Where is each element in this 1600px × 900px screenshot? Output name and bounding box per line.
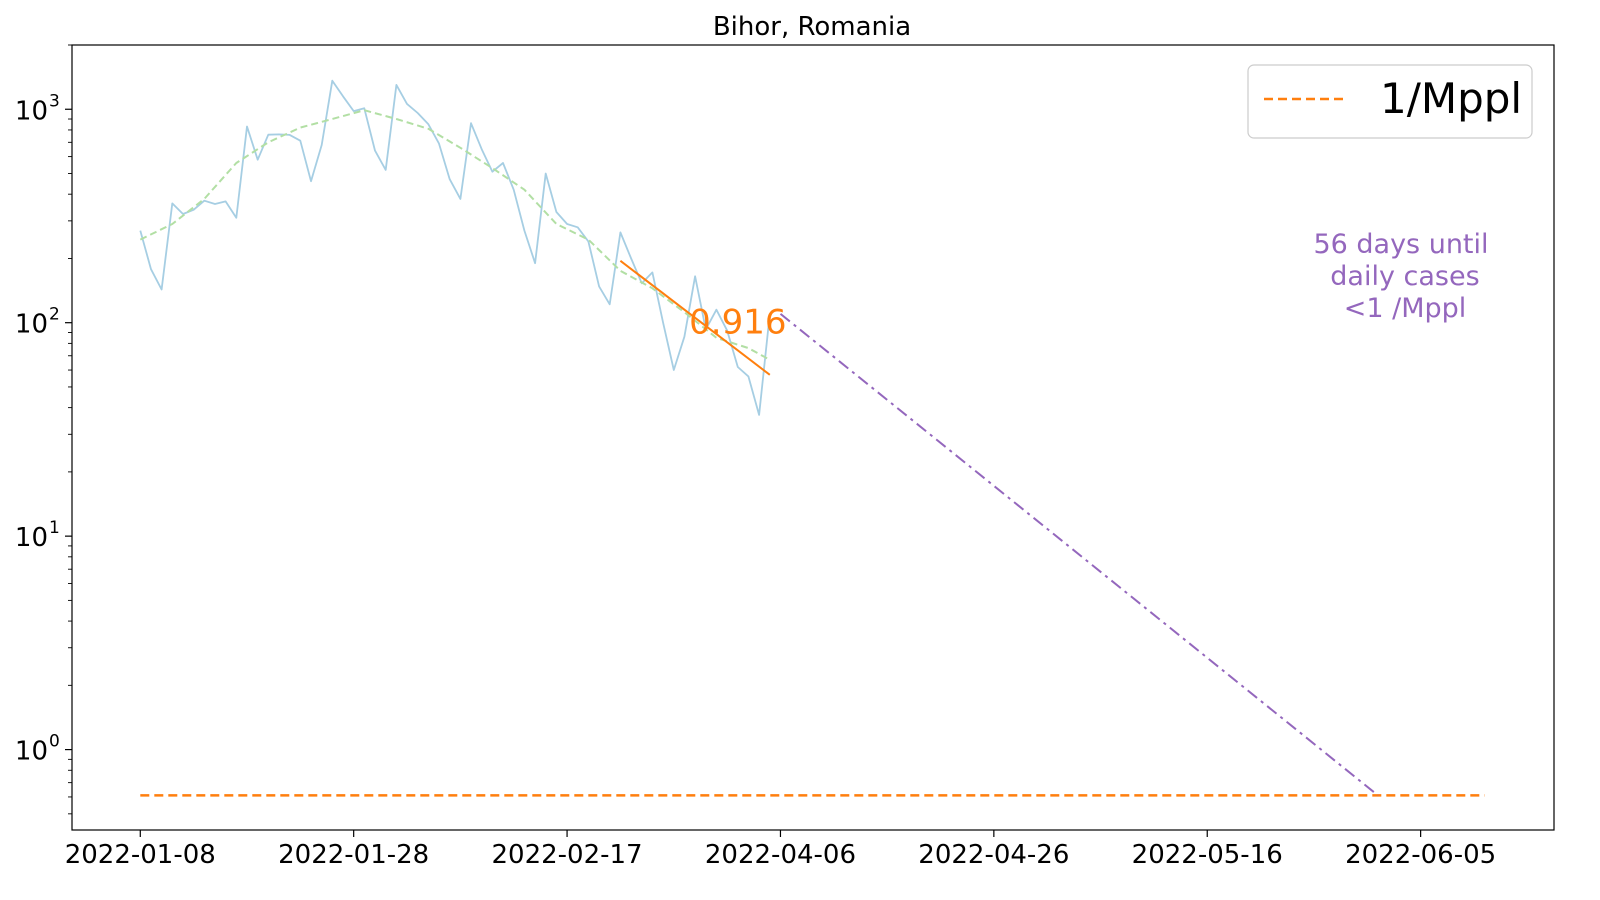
series-1-line <box>139 109 771 361</box>
axis-ticks: 2022-01-08 2022-01-28 2022-02-17 2022-04-06… <box>15 44 1496 870</box>
x-tick-label: 2022-04-26 <box>918 840 1069 870</box>
chart-title: Bihor, Romania <box>713 12 911 42</box>
y-tick-exponent: 0 <box>49 732 60 752</box>
legend-box <box>1247 64 1533 139</box>
y-tick-label: 10 <box>15 523 48 553</box>
y-tick-label: 10 <box>15 96 48 126</box>
x-tick-label: 2022-01-08 <box>65 840 216 870</box>
x-tick-label: 2022-05-16 <box>1132 840 1283 870</box>
x-tick-label: 2022-06-05 <box>1345 840 1496 870</box>
y-tick-label: 10 <box>15 737 48 767</box>
annotation-line-3: <1 /Mppl <box>1344 293 1467 324</box>
plot-area <box>139 79 1485 797</box>
y-tick-exponent: 1 <box>49 518 60 538</box>
annotation-line-1: 56 days until <box>1313 229 1488 260</box>
y-tick-label: 10 <box>15 310 48 340</box>
x-tick-label: 2022-01-28 <box>278 840 429 870</box>
legend-entry-label: 1/Mppl <box>1380 74 1522 123</box>
legend: 1/Mppl <box>1247 64 1533 139</box>
series-fit-line <box>619 260 771 376</box>
series-projection-line <box>779 313 1379 797</box>
x-tick-label: 2022-04-06 <box>705 840 856 870</box>
x-tick-label: 2022-02-17 <box>492 840 643 870</box>
series-0-line <box>139 79 771 416</box>
fit-annotation: 0.916 <box>689 303 786 343</box>
days-annotation: 56 days until daily cases <1 /Mppl <box>1313 229 1488 324</box>
y-tick-exponent: 2 <box>49 305 60 325</box>
axes-frame <box>71 44 1555 831</box>
annotation-line-2: daily cases <box>1330 261 1479 292</box>
y-tick-exponent: 3 <box>49 91 60 111</box>
